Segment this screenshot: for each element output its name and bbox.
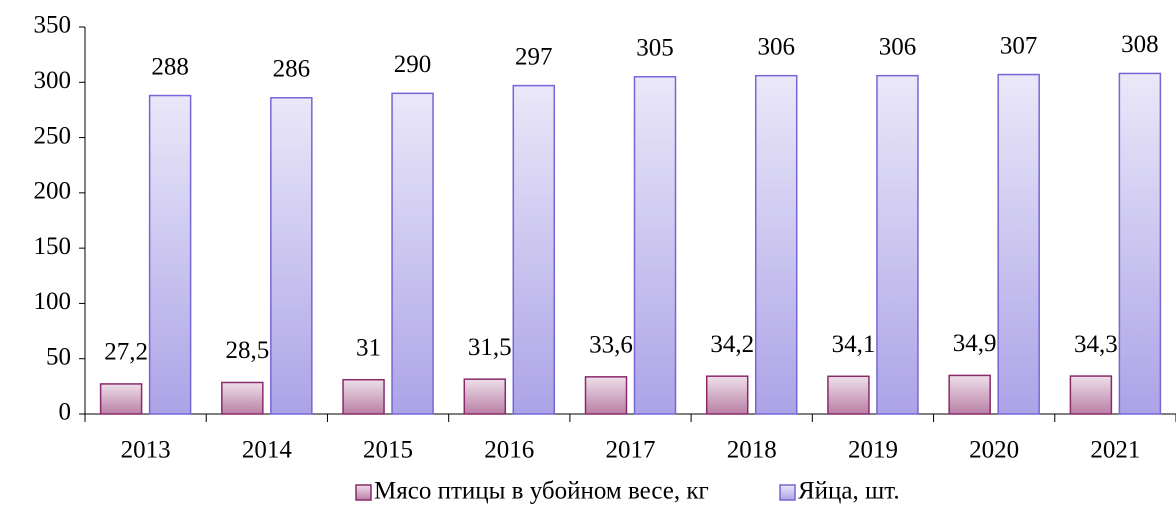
y-tick-label: 200 bbox=[34, 178, 72, 205]
y-tick-label: 300 bbox=[34, 67, 72, 94]
bar bbox=[876, 74, 919, 415]
bar bbox=[633, 76, 677, 415]
value-label: 31,5 bbox=[468, 334, 512, 361]
bar bbox=[1118, 72, 1162, 415]
bar bbox=[270, 97, 313, 415]
value-label: 34,9 bbox=[953, 330, 997, 357]
legend-label: Яйца, шт. bbox=[798, 478, 900, 505]
bar bbox=[948, 374, 991, 415]
value-label: 31 bbox=[356, 334, 381, 361]
x-tick-label: 2017 bbox=[606, 437, 656, 464]
bar bbox=[148, 94, 192, 415]
x-tick-label: 2013 bbox=[121, 437, 171, 464]
x-tick-label: 2020 bbox=[969, 437, 1019, 464]
legend-swatch bbox=[779, 484, 796, 501]
value-label: 28,5 bbox=[225, 337, 269, 364]
bar bbox=[391, 92, 434, 415]
y-tick-label: 250 bbox=[34, 122, 72, 149]
x-tick-label: 2019 bbox=[848, 437, 898, 464]
value-label: 34,3 bbox=[1074, 331, 1118, 358]
x-tick-label: 2016 bbox=[484, 437, 534, 464]
value-label: 308 bbox=[1121, 31, 1159, 58]
bar bbox=[1069, 375, 1113, 415]
bar bbox=[342, 378, 385, 415]
bar bbox=[705, 375, 749, 415]
x-tick-label: 2015 bbox=[363, 437, 413, 464]
value-label: 288 bbox=[151, 53, 189, 80]
value-label: 34,2 bbox=[710, 331, 754, 358]
value-label: 290 bbox=[394, 51, 432, 78]
bar bbox=[463, 378, 507, 415]
y-tick-label: 50 bbox=[46, 343, 71, 370]
bar bbox=[99, 383, 143, 415]
bar bbox=[997, 73, 1040, 415]
x-tick-label: 2018 bbox=[727, 437, 777, 464]
bar bbox=[584, 376, 628, 415]
value-label: 307 bbox=[1000, 32, 1038, 59]
y-tick-label: 100 bbox=[34, 288, 72, 315]
value-label: 297 bbox=[515, 43, 553, 70]
x-tick-label: 2021 bbox=[1090, 437, 1140, 464]
y-tick-label: 350 bbox=[34, 12, 72, 39]
bar bbox=[512, 84, 556, 415]
value-label: 305 bbox=[636, 34, 674, 61]
y-tick-label: 0 bbox=[59, 399, 72, 426]
value-label: 33,6 bbox=[589, 332, 633, 359]
bar bbox=[827, 375, 870, 415]
bar bbox=[754, 74, 798, 415]
value-label: 286 bbox=[273, 56, 311, 83]
value-label: 306 bbox=[879, 33, 917, 60]
bar bbox=[221, 381, 264, 415]
value-label: 306 bbox=[757, 33, 795, 60]
value-label: 34,1 bbox=[832, 331, 876, 358]
value-label: 27,2 bbox=[104, 339, 148, 366]
legend-swatch bbox=[355, 484, 372, 501]
legend-label: Мясо птицы в убойном весе, кг bbox=[374, 478, 709, 505]
x-tick-label: 2014 bbox=[242, 437, 293, 464]
y-tick-label: 150 bbox=[34, 233, 72, 260]
